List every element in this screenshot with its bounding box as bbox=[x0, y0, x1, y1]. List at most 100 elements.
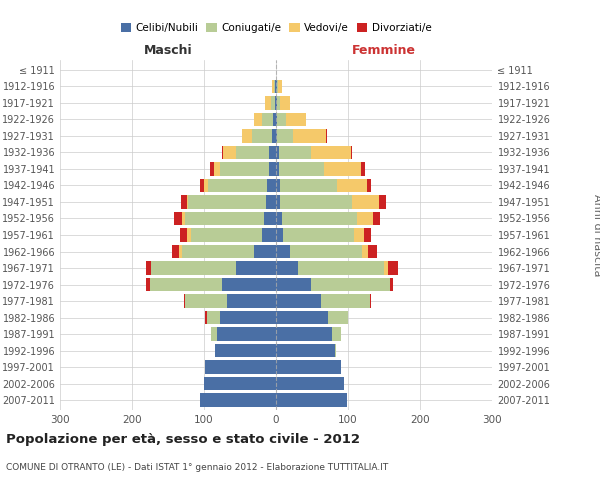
Bar bbox=[215, 344, 276, 357]
Bar bbox=[358, 212, 373, 225]
Bar bbox=[364, 228, 371, 241]
Bar bbox=[390, 278, 394, 291]
Bar bbox=[182, 212, 185, 225]
Text: COMUNE DI OTRANTO (LE) - Dati ISTAT 1° gennaio 2012 - Elaborazione TUTTITALIA.IT: COMUNE DI OTRANTO (LE) - Dati ISTAT 1° g… bbox=[6, 462, 388, 471]
Bar bbox=[200, 179, 204, 192]
Bar bbox=[220, 311, 276, 324]
Bar bbox=[368, 245, 377, 258]
Bar bbox=[268, 179, 276, 192]
Bar bbox=[276, 196, 280, 208]
Bar bbox=[276, 344, 335, 357]
Bar bbox=[335, 344, 337, 357]
Bar bbox=[185, 294, 227, 308]
Bar bbox=[222, 278, 276, 291]
Bar bbox=[277, 96, 280, 110]
Bar bbox=[276, 278, 311, 291]
Text: Anni di nascita: Anni di nascita bbox=[592, 194, 600, 276]
Text: Maschi: Maschi bbox=[143, 44, 193, 57]
Bar bbox=[272, 80, 274, 93]
Bar bbox=[275, 96, 276, 110]
Bar bbox=[379, 196, 386, 208]
Bar bbox=[266, 196, 276, 208]
Bar bbox=[265, 96, 271, 110]
Bar bbox=[351, 146, 352, 159]
Bar bbox=[328, 311, 348, 324]
Text: Popolazione per età, sesso e stato civile - 2012: Popolazione per età, sesso e stato civil… bbox=[6, 432, 360, 446]
Bar bbox=[320, 294, 370, 308]
Bar bbox=[223, 146, 236, 159]
Bar bbox=[208, 179, 268, 192]
Bar bbox=[311, 146, 351, 159]
Bar bbox=[276, 394, 347, 406]
Bar bbox=[227, 294, 276, 308]
Bar bbox=[222, 146, 223, 159]
Bar bbox=[276, 80, 277, 93]
Bar bbox=[280, 179, 337, 192]
Bar bbox=[277, 113, 286, 126]
Bar bbox=[311, 278, 390, 291]
Bar bbox=[361, 162, 365, 175]
Bar bbox=[276, 228, 283, 241]
Bar bbox=[207, 311, 220, 324]
Bar bbox=[279, 146, 311, 159]
Bar bbox=[254, 245, 276, 258]
Bar bbox=[179, 245, 182, 258]
Bar bbox=[276, 179, 280, 192]
Bar bbox=[274, 80, 275, 93]
Bar bbox=[286, 113, 306, 126]
Bar bbox=[283, 228, 354, 241]
Bar bbox=[373, 212, 380, 225]
Text: Femmine: Femmine bbox=[352, 44, 416, 57]
Bar bbox=[276, 113, 277, 126]
Bar bbox=[290, 245, 362, 258]
Bar bbox=[298, 262, 384, 274]
Bar bbox=[276, 328, 332, 340]
Bar bbox=[293, 130, 326, 142]
Bar bbox=[214, 162, 220, 175]
Bar bbox=[191, 228, 262, 241]
Bar bbox=[276, 294, 320, 308]
Bar bbox=[280, 196, 352, 208]
Bar bbox=[276, 96, 277, 110]
Bar bbox=[276, 162, 279, 175]
Bar bbox=[242, 130, 252, 142]
Bar bbox=[188, 196, 266, 208]
Bar bbox=[276, 262, 298, 274]
Bar bbox=[187, 196, 188, 208]
Bar bbox=[273, 113, 276, 126]
Bar bbox=[367, 179, 371, 192]
Bar bbox=[204, 377, 276, 390]
Bar bbox=[276, 245, 290, 258]
Bar bbox=[211, 162, 214, 175]
Bar bbox=[185, 212, 265, 225]
Bar bbox=[384, 262, 388, 274]
Bar bbox=[271, 96, 275, 110]
Bar bbox=[220, 162, 269, 175]
Bar bbox=[276, 377, 344, 390]
Bar bbox=[362, 245, 368, 258]
Bar bbox=[262, 113, 273, 126]
Bar bbox=[370, 294, 371, 308]
Bar bbox=[254, 113, 262, 126]
Bar bbox=[265, 212, 276, 225]
Bar bbox=[236, 146, 269, 159]
Bar bbox=[278, 80, 282, 93]
Bar bbox=[262, 228, 276, 241]
Bar bbox=[276, 311, 328, 324]
Bar bbox=[388, 262, 398, 274]
Bar bbox=[200, 394, 276, 406]
Bar bbox=[332, 328, 341, 340]
Bar bbox=[252, 130, 272, 142]
Bar bbox=[275, 80, 276, 93]
Bar bbox=[205, 311, 207, 324]
Bar bbox=[204, 179, 208, 192]
Bar bbox=[276, 146, 279, 159]
Bar bbox=[184, 294, 185, 308]
Bar bbox=[175, 212, 182, 225]
Bar bbox=[276, 212, 282, 225]
Bar bbox=[150, 278, 222, 291]
Bar bbox=[151, 262, 236, 274]
Bar bbox=[172, 245, 179, 258]
Bar bbox=[272, 130, 276, 142]
Bar bbox=[279, 162, 323, 175]
